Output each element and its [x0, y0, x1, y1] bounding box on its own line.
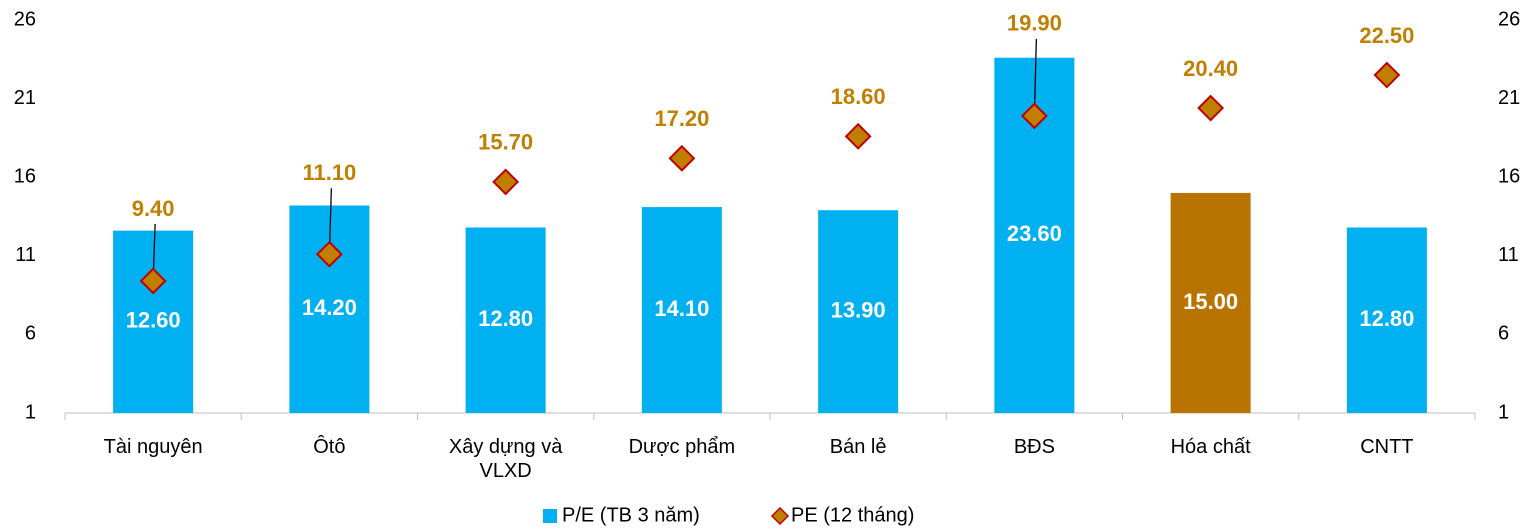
y2-tick-label: 26	[1498, 8, 1520, 30]
bar-value-label: 12.60	[126, 308, 181, 333]
legend-label: PE (12 tháng)	[791, 504, 914, 526]
legend-swatch	[770, 506, 790, 526]
x-tick-label: Hóa chất	[1170, 436, 1251, 458]
diamond-marker	[668, 144, 696, 172]
diamond-marker	[492, 168, 520, 196]
y2-tick-label: 1	[1498, 401, 1509, 423]
diamond-marker	[844, 122, 872, 150]
marker-value-label: 15.70	[478, 130, 533, 155]
bar-value-label: 15.00	[1183, 289, 1238, 314]
diamond-marker	[139, 267, 167, 295]
y-tick-label: 6	[25, 323, 36, 345]
legend-label: P/E (TB 3 năm)	[562, 504, 700, 526]
y2-tick-label: 6	[1498, 323, 1509, 345]
y-tick-label: 26	[14, 8, 36, 30]
bar-value-label: 14.20	[302, 295, 357, 320]
x-tick-label: CNTT	[1360, 436, 1414, 458]
y2-tick-label: 21	[1498, 87, 1520, 109]
marker-value-label: 20.40	[1183, 56, 1238, 81]
x-tick-label: BĐS	[1013, 436, 1055, 458]
bar-value-label: 12.80	[478, 306, 533, 331]
bar-value-label: 12.80	[1359, 306, 1414, 331]
x-tick-label: Ôtô	[313, 436, 346, 458]
x-tick-label: Bán lẻ	[829, 436, 887, 458]
marker-value-label: 22.50	[1359, 23, 1414, 48]
x-tick-label: Xây dựng và VLXD	[448, 436, 563, 482]
diamond-marker	[1197, 94, 1225, 122]
marker-value-label: 17.20	[654, 106, 709, 131]
bar	[818, 210, 899, 413]
bar	[641, 207, 722, 413]
legend-swatch	[543, 509, 557, 523]
bar-value-label: 23.60	[1007, 221, 1062, 246]
y-tick-label: 1	[25, 401, 36, 423]
bar-value-label: 14.10	[654, 296, 709, 321]
bar	[113, 230, 194, 413]
bar	[1346, 227, 1427, 413]
marker-value-label: 18.60	[831, 84, 886, 109]
marker-value-label: 11.10	[302, 160, 356, 185]
y-tick-label: 11	[15, 244, 36, 266]
diamond-marker	[315, 240, 343, 268]
marker-value-label: 19.90	[1007, 11, 1062, 36]
bar-value-label: 13.90	[831, 297, 886, 322]
x-tick-label: Tài nguyên	[103, 436, 203, 458]
y-tick-label: 16	[14, 165, 36, 187]
marker-value-label: 9.40	[132, 196, 175, 221]
y2-tick-label: 11	[1498, 244, 1519, 266]
diamond-marker	[1020, 102, 1048, 130]
bar	[465, 227, 546, 413]
diamond-marker	[1373, 61, 1401, 89]
y2-tick-label: 16	[1498, 165, 1520, 187]
x-tick-label: Dược phẩm	[628, 436, 736, 458]
y-tick-label: 21	[14, 87, 36, 109]
bar	[1170, 192, 1251, 413]
